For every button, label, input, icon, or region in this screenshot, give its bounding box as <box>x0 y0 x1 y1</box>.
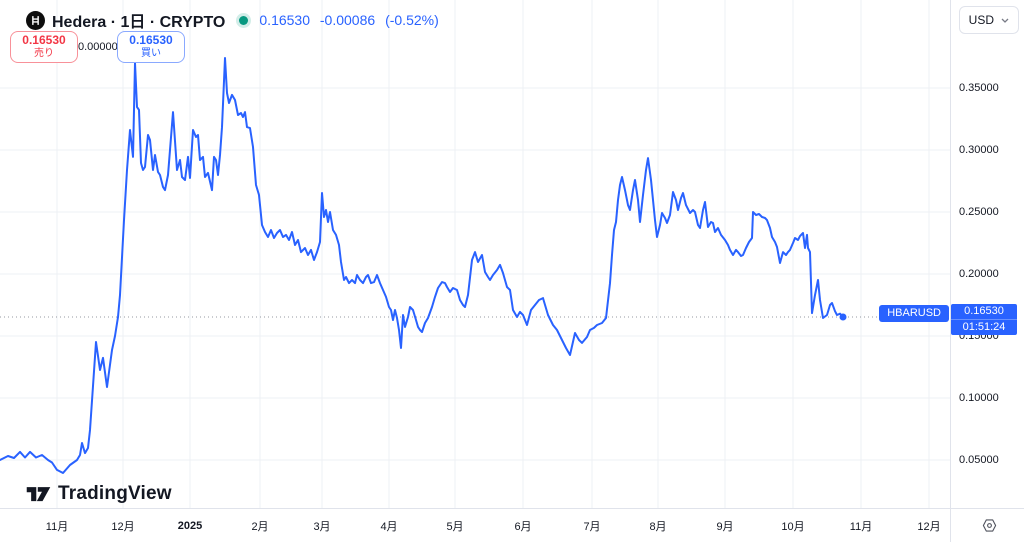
price-tick-label: 0.35000 <box>959 82 999 94</box>
price-tick-label: 0.25000 <box>959 206 999 218</box>
time-scale-axis[interactable]: 11月 12月 2025 2月 3月 4月 5月 6月 7月 8月 9月 10月 11月 12月 <box>0 508 1024 542</box>
price-tick-label: 0.10000 <box>959 392 999 404</box>
current-price-badge: 0.16530 01:51:24 <box>951 304 1017 335</box>
symbol-price-flag: HBARUSD <box>879 305 949 322</box>
tradingview-mark-icon <box>26 486 51 501</box>
time-tick-label: 8月 <box>649 521 667 533</box>
time-tick-label: 9月 <box>716 521 734 533</box>
price-change: -0.00086 <box>319 12 376 28</box>
price-tick-label: 0.30000 <box>959 144 999 156</box>
market-open-dot <box>239 15 249 25</box>
price-tick-label: 0.05000 <box>959 454 999 466</box>
price-change-percent: (-0.52%) <box>385 12 439 28</box>
time-tick-label: 11月 <box>45 521 69 533</box>
time-tick-label: 2025 <box>177 520 203 532</box>
price-tick-label: 0.20000 <box>959 268 999 280</box>
last-price: 0.16530 <box>259 12 310 28</box>
time-tick-label: 12月 <box>917 521 941 533</box>
gear-icon <box>982 518 996 532</box>
price-chart-svg[interactable] <box>0 0 950 508</box>
time-tick-label: 11月 <box>849 521 873 533</box>
tradingview-logo[interactable]: TradingView <box>26 483 172 505</box>
time-tick-label: 12月 <box>111 521 135 533</box>
buy-price: 0.16530 <box>129 33 173 48</box>
bar-close-countdown: 01:51:24 <box>951 319 1017 335</box>
time-tick-label: 7月 <box>583 521 601 533</box>
chart-plot-area[interactable]: Hedera · 1日 · CRYPTO 0.16530 -0.00086 (-… <box>0 0 950 508</box>
last-price-dot <box>839 313 847 321</box>
time-tick-label: 4月 <box>380 521 398 533</box>
time-tick-label: 2月 <box>251 521 269 533</box>
time-tick-label: 3月 <box>313 521 331 533</box>
last-price-info: 0.16530 -0.00086 (-0.52%) <box>259 12 438 28</box>
currency-selector[interactable]: USD <box>958 6 1019 34</box>
buy-label: 買い <box>141 48 161 60</box>
tradingview-logo-text: TradingView <box>58 483 172 504</box>
horizontal-gridlines <box>0 87 950 461</box>
current-price-value: 0.16530 <box>964 305 1004 317</box>
hedera-logo-icon[interactable] <box>26 10 45 30</box>
time-tick-label: 6月 <box>514 521 532 533</box>
buy-button[interactable]: 0.16530 買い <box>117 31 185 63</box>
axis-divider <box>950 0 951 542</box>
symbol-legend: Hedera · 1日 · CRYPTO 0.16530 -0.00086 (-… <box>26 8 439 32</box>
sell-price: 0.16530 <box>22 33 66 48</box>
spread-value: 0.00000 <box>78 41 118 53</box>
vertical-gridlines <box>56 0 930 508</box>
sell-button[interactable]: 0.16530 売り <box>10 31 78 63</box>
chart-settings-button[interactable] <box>976 512 1002 538</box>
time-tick-label: 10月 <box>781 521 805 533</box>
price-scale-axis[interactable]: USD 0.16530 01:51:24 0.35000 0.30000 0.250… <box>950 0 1024 508</box>
chevron-down-icon <box>1001 18 1009 23</box>
symbol-title[interactable]: Hedera · 1日 · CRYPTO <box>52 14 226 31</box>
price-line-series <box>0 57 844 474</box>
sell-label: 売り <box>34 48 54 60</box>
currency-selector-value: USD <box>968 13 994 27</box>
trade-widget: 0.16530 売り 0.00000 0.16530 買い <box>10 31 185 63</box>
time-tick-label: 5月 <box>446 521 464 533</box>
